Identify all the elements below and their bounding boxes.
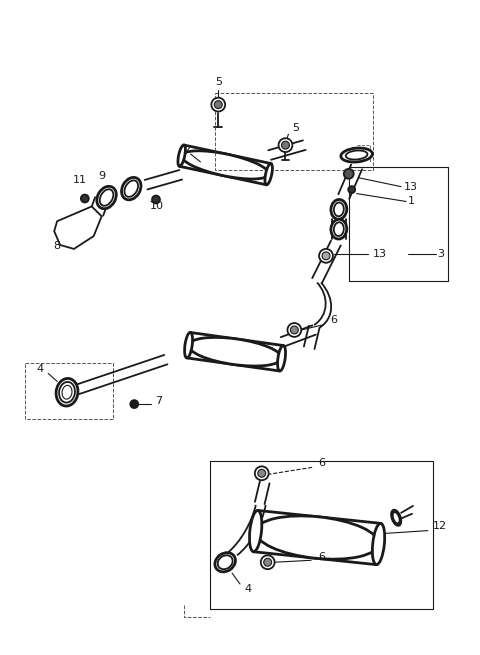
Circle shape: [348, 186, 355, 193]
Text: 3: 3: [437, 249, 444, 259]
Circle shape: [258, 470, 266, 477]
Circle shape: [152, 196, 160, 204]
Text: 12: 12: [432, 521, 447, 531]
Circle shape: [130, 400, 138, 408]
Circle shape: [278, 138, 292, 152]
Circle shape: [81, 195, 89, 202]
Ellipse shape: [218, 555, 233, 569]
Text: 10: 10: [150, 202, 164, 212]
Text: 5: 5: [292, 123, 299, 134]
Ellipse shape: [97, 186, 116, 209]
Ellipse shape: [331, 200, 347, 219]
Circle shape: [261, 555, 275, 569]
Ellipse shape: [392, 510, 401, 525]
Ellipse shape: [124, 180, 138, 197]
Text: 11: 11: [73, 175, 87, 185]
Text: 6: 6: [319, 552, 325, 562]
Ellipse shape: [250, 510, 262, 552]
Text: 1: 1: [408, 196, 415, 206]
Text: 8: 8: [54, 241, 60, 251]
Ellipse shape: [185, 333, 192, 358]
Ellipse shape: [181, 151, 269, 179]
Ellipse shape: [56, 379, 78, 406]
Text: 13: 13: [372, 249, 386, 259]
Text: 13: 13: [404, 181, 418, 192]
Ellipse shape: [189, 337, 282, 366]
Ellipse shape: [393, 512, 400, 523]
Ellipse shape: [334, 222, 344, 236]
Ellipse shape: [372, 523, 384, 565]
Text: 5: 5: [215, 77, 222, 87]
Text: 4: 4: [244, 584, 252, 594]
Text: 7: 7: [156, 396, 163, 406]
Circle shape: [281, 141, 289, 149]
Text: 6: 6: [330, 315, 337, 325]
Text: 2: 2: [183, 145, 190, 155]
Ellipse shape: [341, 148, 372, 162]
Polygon shape: [54, 206, 102, 249]
Text: 6: 6: [319, 458, 325, 468]
Circle shape: [214, 101, 222, 109]
Circle shape: [319, 249, 333, 263]
Ellipse shape: [215, 553, 235, 572]
Ellipse shape: [59, 382, 75, 403]
Circle shape: [344, 169, 354, 179]
Circle shape: [264, 558, 272, 566]
Ellipse shape: [334, 202, 344, 216]
Ellipse shape: [346, 151, 368, 160]
Text: 4: 4: [37, 364, 44, 373]
Ellipse shape: [178, 145, 185, 166]
Ellipse shape: [62, 385, 72, 399]
Ellipse shape: [256, 516, 379, 559]
Circle shape: [290, 326, 298, 334]
Ellipse shape: [265, 164, 273, 185]
Circle shape: [288, 323, 301, 337]
Ellipse shape: [100, 189, 113, 206]
Ellipse shape: [277, 346, 286, 371]
Text: 9: 9: [98, 171, 105, 181]
Circle shape: [211, 98, 225, 111]
Circle shape: [322, 252, 330, 260]
Ellipse shape: [331, 219, 347, 239]
Ellipse shape: [121, 178, 141, 200]
Circle shape: [255, 466, 269, 480]
